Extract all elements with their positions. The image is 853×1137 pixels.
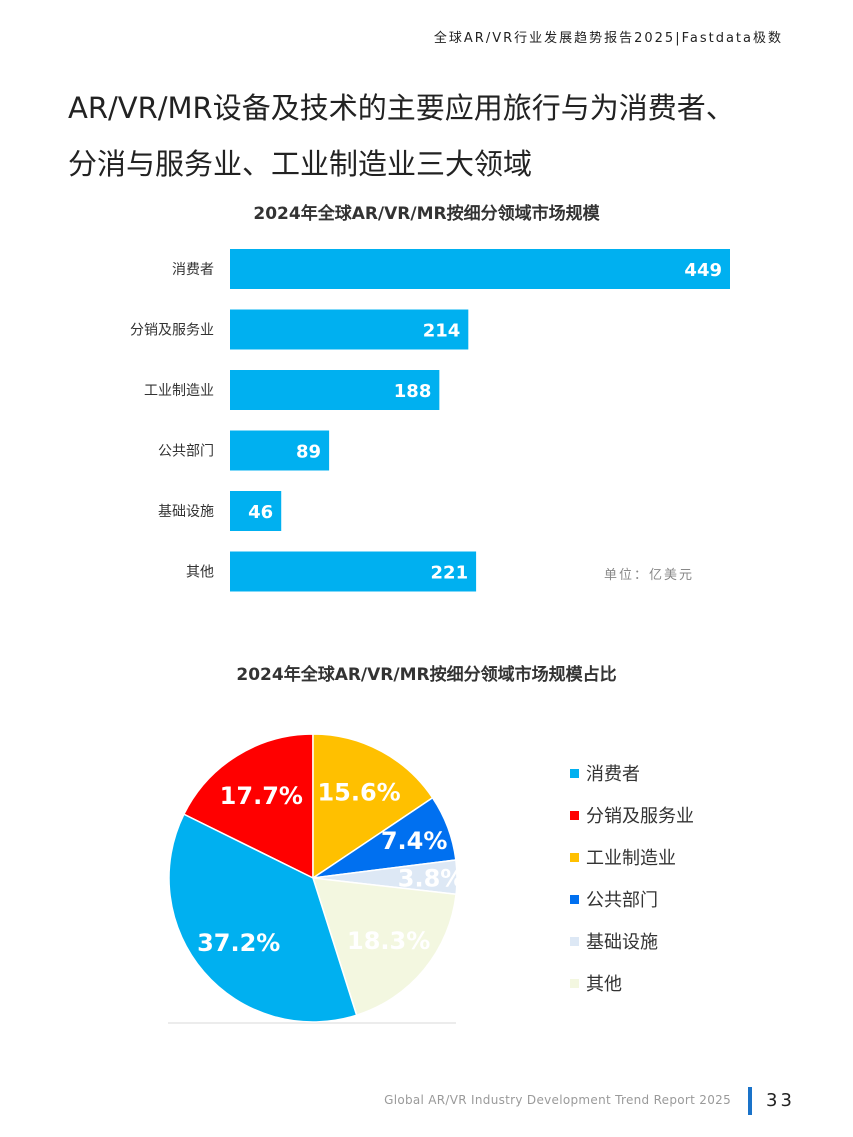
pie-slice-label: 17.7% xyxy=(220,782,303,810)
bar-category-label: 消费者 xyxy=(172,262,214,278)
pie-slice xyxy=(311,877,457,1017)
bar xyxy=(230,309,469,350)
pie-slice-label: 3.8% xyxy=(398,864,465,892)
bar-value-label: 188 xyxy=(394,381,432,402)
bar-category-label: 公共部门 xyxy=(158,444,214,460)
footer-report-name: Global AR/VR Industry Development Trend … xyxy=(384,1093,731,1107)
legend-item: 工业制造业 xyxy=(570,836,694,878)
legend-label: 公共部门 xyxy=(586,890,658,911)
bar-category-label: 分销及服务业 xyxy=(130,323,214,339)
legend-label: 基础设施 xyxy=(586,932,658,953)
legend-swatch xyxy=(570,768,579,778)
bar-chart-title: 2024年全球AR/VR/MR按细分领域市场规模 xyxy=(253,204,600,224)
legend-label: 其他 xyxy=(586,974,622,995)
pie-slice xyxy=(168,813,358,1023)
footer-accent-bar xyxy=(748,1087,752,1115)
bar-value-label: 214 xyxy=(423,321,461,342)
bar-value-label: 449 xyxy=(684,260,722,281)
pie-slice xyxy=(182,733,314,880)
legend-item: 分销及服务业 xyxy=(570,794,694,836)
legend-item: 其他 xyxy=(570,962,694,1004)
legend-swatch xyxy=(570,978,579,988)
pie-slice-label: 37.2% xyxy=(197,929,280,957)
bar-value-label: 221 xyxy=(431,563,469,584)
legend-item: 公共部门 xyxy=(570,878,694,920)
bar xyxy=(230,370,440,410)
legend-item: 消费者 xyxy=(570,752,694,794)
headline-line-2: 分消与服务业、工业制造业三大领域 xyxy=(68,147,533,181)
legend-swatch xyxy=(570,810,579,820)
bar-chart: 消费者 449 分销及服务业 214 工业制造业 188 公共部门 89 基础设施 46 其他 221 xyxy=(130,249,730,592)
bar-category-label: 工业制造业 xyxy=(144,383,214,399)
page-number: 33 xyxy=(766,1090,795,1111)
headline-line-1: AR/VR/MR设备及技术的主要应用旅行与为消费者、 xyxy=(68,91,735,125)
legend-label: 工业制造业 xyxy=(586,848,676,869)
bar xyxy=(230,430,330,471)
pie-slice-label: 15.6% xyxy=(317,779,400,807)
pie-slice xyxy=(312,733,434,880)
unit-note: 单位：亿美元 xyxy=(604,568,695,583)
legend-label: 分销及服务业 xyxy=(586,806,694,827)
bar-category-label: 基础设施 xyxy=(158,503,214,520)
pie-slice-label: 18.3% xyxy=(347,927,430,955)
legend-swatch xyxy=(570,894,579,904)
bar-category-label: 其他 xyxy=(186,565,214,581)
pie-legend: 消费者分销及服务业 工业制造业公共部门基础设施其他 xyxy=(570,752,694,1004)
bar xyxy=(230,249,730,289)
pie-chart-title: 2024年全球AR/VR/MR按细分领域市场规模占比 xyxy=(236,665,617,685)
report-tag: 全球AR/VR行业发展趋势报告2025|Fastdata极数 xyxy=(433,31,783,46)
pie-slice-label: 7.4% xyxy=(381,827,448,855)
legend-item: 基础设施 xyxy=(570,920,694,962)
legend-swatch xyxy=(570,936,579,946)
bar xyxy=(230,551,477,592)
bar-value-label: 46 xyxy=(248,502,273,523)
bar-value-label: 89 xyxy=(296,442,321,463)
legend-label: 消费者 xyxy=(586,764,640,785)
page-headline: AR/VR/MR设备及技术的主要应用旅行与为消费者、 分消与服务业、工业制造业三… xyxy=(68,80,808,192)
bar xyxy=(230,491,282,531)
legend-swatch xyxy=(570,852,579,862)
